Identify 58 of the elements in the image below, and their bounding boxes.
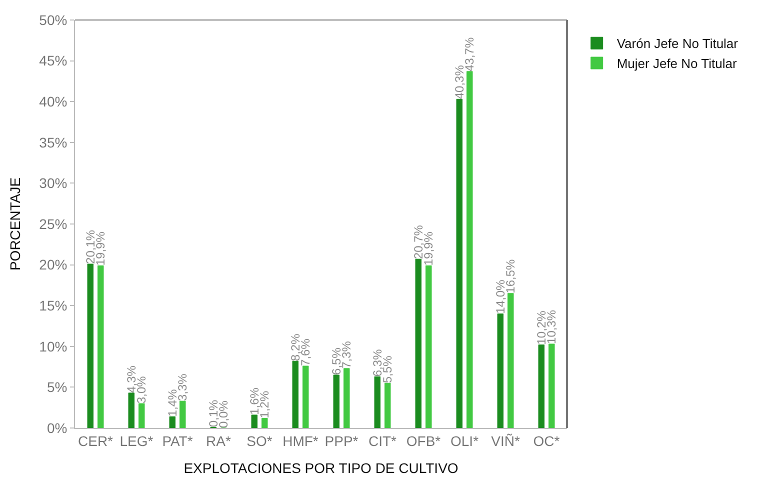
data-label: 6,5% — [329, 347, 344, 375]
x-tick-label: CIT* — [368, 432, 398, 449]
bar — [251, 414, 258, 428]
bar — [466, 71, 473, 428]
bar — [426, 265, 432, 428]
legend-label: Mujer Jefe No Titular — [616, 56, 738, 72]
y-tick-label: 10% — [39, 338, 68, 354]
bar — [374, 376, 380, 428]
x-tick-label: CER* — [78, 432, 114, 449]
bar — [456, 98, 462, 428]
data-label: 20,7% — [411, 224, 426, 260]
x-axis-title: EXPLOTACIONES POR TIPO DE CULTIVO — [184, 460, 458, 476]
bar — [384, 382, 391, 428]
data-label: 4,3% — [124, 365, 138, 393]
x-tick-label: OFB* — [406, 432, 442, 449]
x-tick-label: VIÑ* — [491, 432, 520, 449]
bar — [497, 314, 504, 428]
y-tick-label: 35% — [39, 134, 68, 150]
y-tick-label: 30% — [39, 175, 68, 192]
x-tick-label: OC* — [533, 432, 560, 449]
bar — [508, 293, 514, 428]
bar — [548, 344, 555, 428]
data-label: 0,1% — [206, 400, 220, 428]
y-tick-label: 15% — [39, 298, 68, 314]
bar — [292, 360, 298, 428]
bar — [262, 418, 268, 428]
y-tick-label: 45% — [39, 52, 68, 69]
y-tick-label: 50% — [39, 12, 68, 28]
bar — [128, 392, 134, 428]
data-label: 6,3% — [370, 348, 384, 377]
data-label: 10,2% — [534, 310, 548, 345]
data-label: 20,1% — [83, 230, 98, 264]
bar — [302, 366, 309, 428]
bar — [344, 368, 350, 428]
y-tick-label: 5% — [46, 379, 68, 396]
bar — [87, 264, 94, 428]
bar — [138, 403, 145, 428]
data-label: 8,2% — [288, 333, 302, 362]
x-tick-label: LEG* — [120, 432, 154, 449]
bar — [333, 374, 340, 428]
bar — [98, 265, 104, 428]
y-axis-title: PORCENTAJE — [6, 177, 23, 271]
x-tick-label: SO* — [246, 432, 273, 449]
x-tick-label: PAT* — [162, 432, 194, 449]
data-label: 1,6% — [247, 387, 262, 415]
y-tick-label: 20% — [39, 256, 68, 273]
x-tick-label: PPP* — [324, 432, 359, 449]
bar — [415, 258, 422, 428]
bar — [538, 344, 544, 428]
legend-label: Varón Jefe No Titular — [616, 36, 739, 52]
x-tick-label: OLI* — [450, 432, 480, 449]
bar — [180, 400, 186, 428]
y-tick-label: 0% — [46, 420, 68, 436]
y-tick-label: 25% — [39, 216, 68, 232]
bar — [169, 416, 176, 428]
y-tick-label: 40% — [39, 94, 68, 110]
x-tick-label: HMF* — [282, 432, 319, 449]
x-tick-label: RA* — [206, 432, 232, 449]
